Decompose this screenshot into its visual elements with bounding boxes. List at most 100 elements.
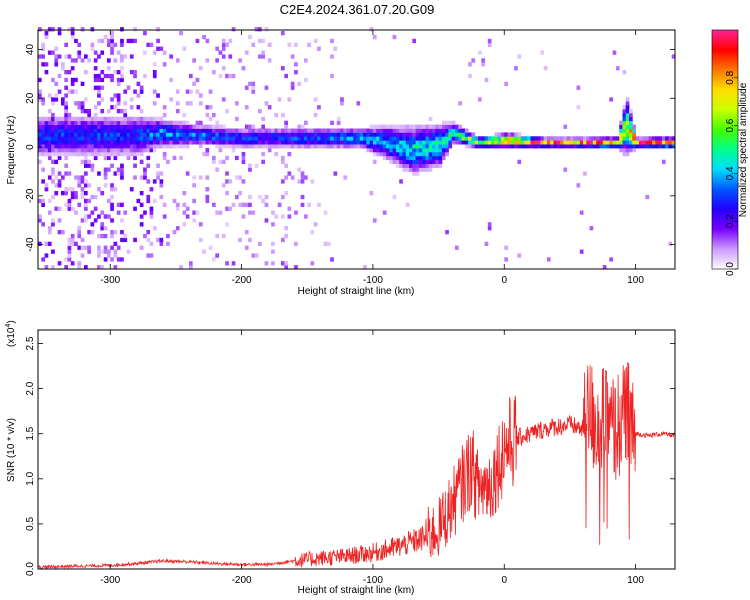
spectrogram-cell	[51, 249, 55, 254]
spectrogram-x-label: Height of straight line (km)	[298, 286, 415, 297]
spectrogram-cell	[143, 128, 147, 133]
spectrogram-cell	[438, 159, 443, 164]
y-tick-label: 40	[25, 44, 36, 56]
spectrogram-cell	[543, 140, 548, 145]
spectrogram-cell	[93, 140, 98, 145]
spectrogram-cell	[251, 89, 256, 94]
spectrogram-cell	[123, 233, 128, 239]
spectrogram-cell	[74, 210, 78, 215]
spectrogram-cell	[566, 144, 571, 149]
spectrogram-cell	[84, 214, 88, 219]
spectrogram-cell	[80, 245, 85, 250]
spectrogram-cell	[336, 140, 341, 145]
spectrogram-cell	[139, 159, 144, 164]
spectrogram-cell	[284, 175, 288, 180]
spectrogram-cell	[372, 34, 377, 40]
spectrogram-cell	[225, 155, 229, 161]
spectrogram-cell	[517, 144, 522, 149]
spectrogram-cell	[123, 120, 128, 125]
spectrogram-cell	[143, 132, 147, 137]
spectrogram-cell	[379, 144, 384, 149]
spectrogram-cell	[212, 132, 216, 137]
spectrogram-cell	[156, 140, 160, 145]
spectrogram-cell	[619, 148, 623, 153]
spectrogram-cell	[90, 140, 95, 145]
spectrogram-cell	[195, 128, 200, 133]
spectrogram-cell	[592, 144, 597, 149]
spectrogram-cell	[540, 50, 545, 55]
spectrogram-cell	[346, 132, 351, 137]
spectrogram-cell	[432, 155, 436, 161]
spectrogram-cell	[254, 163, 259, 168]
spectrogram-cell	[274, 144, 279, 149]
spectrogram-cell	[202, 124, 206, 129]
spectrogram-cell	[175, 89, 180, 94]
spectrogram-cell	[386, 155, 390, 161]
colorbar-scale	[711, 29, 739, 270]
spectrogram-cell	[80, 136, 85, 141]
spectrogram-cell	[386, 136, 390, 141]
spectrogram-cell	[152, 124, 157, 129]
spectrogram-cell	[64, 132, 68, 137]
spectrogram-cell	[235, 128, 239, 133]
spectrogram-cell	[356, 144, 361, 149]
spectrogram-cell	[409, 163, 413, 168]
spectrogram-cell	[195, 140, 200, 145]
spectrogram-cell	[146, 140, 151, 145]
spectrogram-cell	[93, 58, 98, 63]
spectrogram-cell	[481, 140, 485, 145]
spectrogram-cell	[41, 124, 45, 129]
spectrogram-cell	[543, 66, 548, 71]
spectrogram-cell	[386, 128, 390, 133]
spectrogram-cell	[579, 144, 584, 149]
spectrogram-cell	[136, 136, 141, 141]
spectrogram-cell	[579, 136, 584, 141]
spectrogram-cell	[251, 81, 256, 86]
spectrogram-cell	[271, 140, 275, 145]
spectrogram-cell	[143, 175, 147, 180]
spectrogram-cell	[107, 140, 111, 145]
spectrogram-cell	[74, 89, 78, 94]
spectrogram-cell	[487, 144, 492, 149]
spectrogram-cell	[189, 101, 193, 106]
spectrogram-cell	[622, 151, 627, 157]
spectrogram-cell	[369, 191, 374, 196]
spectrogram-cell	[369, 27, 374, 32]
spectrogram-cell	[107, 198, 111, 204]
spectrogram-cell	[629, 109, 633, 114]
spectrogram-cell	[67, 148, 72, 153]
spectrogram-cell	[113, 132, 118, 137]
spectrogram-cell	[143, 210, 147, 215]
spectrogram-cell	[113, 128, 118, 133]
spectrogram-cell	[501, 144, 505, 149]
spectrogram-cell	[307, 42, 311, 47]
spectrogram-cell	[622, 140, 627, 145]
spectrogram-cell	[418, 151, 423, 157]
spectrogram-cell	[448, 140, 453, 145]
spectrogram-cell	[563, 140, 568, 145]
spectrogram-cell	[80, 159, 85, 164]
spectrogram-cell	[504, 144, 508, 149]
spectrogram-cell	[366, 140, 371, 145]
spectrogram-cell	[494, 144, 499, 149]
spectrogram-cell	[133, 144, 137, 149]
spectrogram-cell	[123, 144, 128, 149]
spectrogram-cell	[415, 124, 420, 129]
spectrogram-cell	[228, 140, 233, 145]
spectrogram-cell	[537, 136, 541, 141]
spectrogram-cell	[300, 179, 305, 184]
spectrogram-cell	[445, 140, 449, 145]
spectrogram-cell	[61, 97, 65, 102]
spectrogram-cell	[93, 132, 98, 137]
spectrogram-cell	[149, 206, 154, 211]
spectrogram-cell	[77, 101, 82, 106]
spectrogram-cell	[363, 132, 367, 137]
spectrogram-cell	[146, 128, 151, 133]
spectrogram-cell	[172, 128, 177, 133]
spectrogram-cell	[84, 140, 88, 145]
chart-title: C2E4.2024.361.07.20.G09	[280, 2, 435, 17]
spectrogram-cell	[507, 140, 512, 145]
spectrogram-cell	[120, 27, 124, 32]
spectrogram-cell	[67, 198, 72, 204]
spectrogram-cell	[294, 210, 298, 215]
